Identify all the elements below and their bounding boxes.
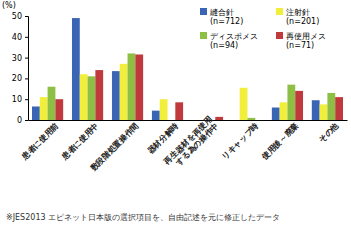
y-tick-label: 40 [12, 33, 22, 42]
legend-label: ディスポメス(n=94) [210, 32, 258, 50]
legend-label: 注射針(n=201) [286, 8, 319, 26]
bar [48, 87, 56, 120]
x-tick-label: その他 [317, 120, 341, 144]
plot-area: 0 10 20 30 40 50 患者に使用前患者に使用中数段階処置操作間器材分解時再生器材… [12, 12, 348, 173]
bar [320, 104, 328, 120]
bar [272, 108, 280, 120]
x-tick: 患者に使用前 [19, 121, 60, 162]
legend-swatch [276, 32, 283, 39]
bar [335, 97, 343, 120]
x-tick: 患者に使用中 [59, 121, 100, 162]
bar [168, 120, 176, 121]
y-tick-label: 0 [17, 116, 22, 125]
bar [312, 100, 320, 120]
bar [287, 85, 295, 120]
bar [128, 53, 136, 120]
y-tick-mark [25, 120, 28, 121]
y-axis-title: (%) [2, 1, 16, 10]
x-tick-label: 使用後～廃棄 [259, 120, 301, 162]
bar [175, 102, 183, 120]
bar [295, 91, 303, 120]
x-tick-label: 患者に使用中 [59, 121, 100, 162]
y-tick-mark [25, 58, 28, 59]
footnote: ※JES2013 エピネット日本版の選択項目を、自由記述を元に修正したデータ [6, 213, 280, 222]
bar [327, 93, 335, 120]
bar [55, 99, 63, 120]
bar [32, 106, 40, 120]
y-tick: 50 [12, 12, 28, 21]
y-tick-mark [25, 78, 28, 79]
legend: 縫合針(n=712) 注射針(n=201) ディスポメス(n=94) 再使用メス(n=… [200, 8, 326, 50]
bar [280, 102, 288, 120]
y-axis-line [25, 17, 29, 121]
bar [95, 70, 103, 120]
legend-swatch [276, 8, 283, 15]
legend-label: 再使用メス(n=71) [286, 32, 326, 50]
bar [192, 120, 200, 121]
legend-swatch [200, 8, 207, 15]
y-tick: 10 [12, 95, 28, 104]
x-axis-line [29, 120, 348, 121]
x-tick: 使用後～廃棄 [259, 120, 301, 162]
y-tick-mark [25, 37, 28, 38]
chart: 0 10 20 30 40 50 患者に使用前患者に使用中数段階処置操作間器材分解時再生器材… [0, 0, 351, 225]
y-tick: 30 [12, 54, 28, 63]
bar [72, 18, 80, 120]
y-tick: 40 [12, 33, 28, 42]
x-tick-label: 患者に使用前 [19, 121, 60, 162]
y-tick-label: 50 [12, 12, 22, 21]
x-tick: その他 [317, 120, 341, 144]
y-tick-label: 20 [12, 74, 22, 83]
bar [120, 64, 128, 120]
bar [255, 120, 263, 121]
bar [135, 54, 143, 120]
bar [40, 97, 48, 120]
y-axis: 0 10 20 30 40 50 [12, 12, 29, 125]
x-axis: 患者に使用前患者に使用中数段階処置操作間器材分解時再生器材を再使用する為の操作中… [19, 115, 347, 174]
bar [160, 99, 168, 120]
bar [232, 120, 240, 121]
x-tick-label: 再生器材を再使用する為の操作中 [162, 115, 221, 174]
bar [215, 117, 223, 120]
y-tick-mark [25, 16, 28, 17]
x-tick: 数段階処置操作間 [88, 121, 140, 173]
x-tick: リキャップ時 [220, 121, 260, 161]
bars [32, 18, 343, 120]
bar [88, 76, 96, 120]
legend-label: 縫合針(n=712) [209, 8, 243, 26]
bar [80, 74, 88, 120]
bar [247, 118, 255, 120]
x-tick-label: 数段階処置操作間 [88, 121, 140, 173]
x-tick: 再生器材を再使用する為の操作中 [162, 115, 221, 174]
y-tick: 0 [17, 116, 28, 125]
y-tick-mark [25, 99, 28, 100]
bar [152, 111, 160, 120]
bar [240, 88, 248, 120]
x-tick-label: リキャップ時 [220, 121, 260, 161]
bar [112, 71, 120, 120]
y-tick-label: 10 [12, 95, 22, 104]
y-tick-label: 30 [12, 54, 22, 63]
y-tick: 20 [12, 74, 28, 83]
legend-swatch [200, 32, 207, 39]
